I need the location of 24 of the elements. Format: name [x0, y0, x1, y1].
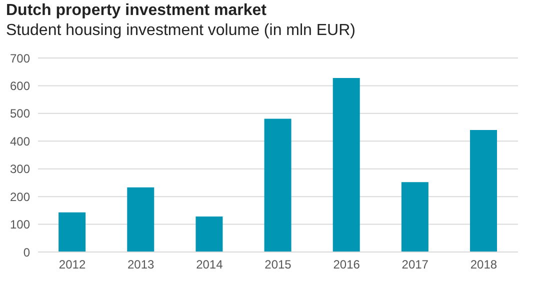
y-tick-label: 200 — [10, 190, 30, 204]
bar — [58, 212, 86, 252]
x-tick-label: 2017 — [402, 258, 429, 272]
y-tick-label: 400 — [10, 134, 30, 148]
bar — [196, 216, 223, 252]
x-tick-label: 2015 — [264, 258, 292, 272]
y-tick-label: 600 — [10, 78, 30, 93]
x-tick-label: 2012 — [58, 258, 86, 272]
chart-title: Dutch property investment market — [6, 2, 267, 20]
x-tick-label: 2013 — [128, 258, 155, 272]
y-tick-label: 0 — [23, 245, 30, 260]
bar — [470, 130, 497, 252]
y-tick-label: 500 — [10, 106, 30, 121]
chart-subtitle: Student housing investment volume (in mln EUR) — [6, 22, 356, 40]
bar — [401, 182, 428, 252]
x-tick-label: 2018 — [470, 258, 498, 272]
bar — [264, 118, 292, 252]
bar — [332, 78, 360, 252]
y-tick-label: 100 — [10, 218, 30, 232]
y-tick-label: 700 — [10, 51, 30, 66]
x-tick-label: 2016 — [333, 258, 360, 272]
bar — [127, 187, 154, 252]
y-tick-label: 300 — [10, 162, 30, 176]
x-tick-label: 2014 — [196, 258, 224, 272]
